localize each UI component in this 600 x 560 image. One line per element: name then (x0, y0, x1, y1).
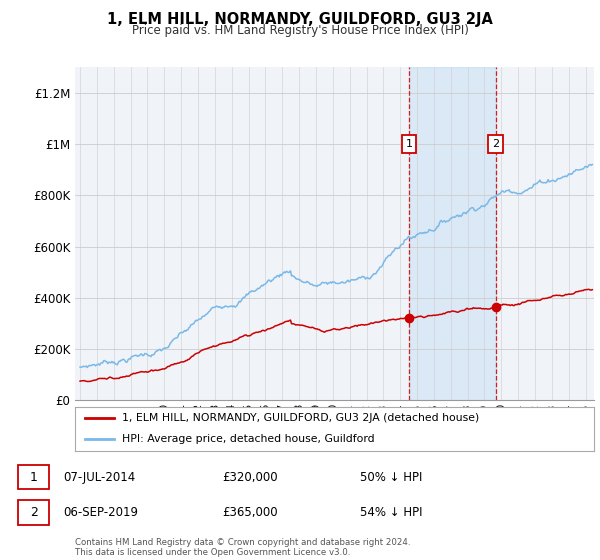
Text: 07-JUL-2014: 07-JUL-2014 (63, 470, 135, 484)
Text: £365,000: £365,000 (222, 506, 278, 519)
Text: 1, ELM HILL, NORMANDY, GUILDFORD, GU3 2JA: 1, ELM HILL, NORMANDY, GUILDFORD, GU3 2J… (107, 12, 493, 27)
Text: 06-SEP-2019: 06-SEP-2019 (63, 506, 138, 519)
Text: HPI: Average price, detached house, Guildford: HPI: Average price, detached house, Guil… (122, 433, 374, 444)
Text: 2: 2 (493, 139, 499, 149)
Text: 1, ELM HILL, NORMANDY, GUILDFORD, GU3 2JA (detached house): 1, ELM HILL, NORMANDY, GUILDFORD, GU3 2J… (122, 413, 479, 423)
Text: 2: 2 (29, 506, 38, 519)
Text: £320,000: £320,000 (222, 470, 278, 484)
Text: Contains HM Land Registry data © Crown copyright and database right 2024.
This d: Contains HM Land Registry data © Crown c… (75, 538, 410, 557)
Text: 1: 1 (406, 139, 412, 149)
Text: 1: 1 (29, 470, 38, 484)
Text: Price paid vs. HM Land Registry's House Price Index (HPI): Price paid vs. HM Land Registry's House … (131, 24, 469, 36)
Text: 54% ↓ HPI: 54% ↓ HPI (360, 506, 422, 519)
Text: 50% ↓ HPI: 50% ↓ HPI (360, 470, 422, 484)
Bar (409, 67, 496, 400)
